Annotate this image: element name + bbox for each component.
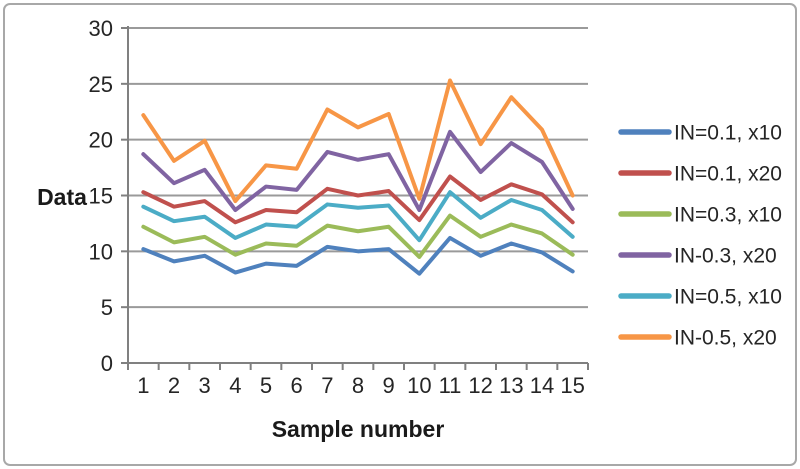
legend-entry-IN=0.1, x20: IN=0.1, x20: [618, 163, 782, 186]
series-lines: [141, 78, 575, 276]
series-line-5-IN=0.5, x10: [141, 190, 575, 243]
legend-label-IN=0.1, x20: IN=0.1, x20: [674, 163, 782, 186]
x-tick-label-1: 1: [137, 373, 149, 398]
x-tick-label-11: 11: [439, 373, 462, 398]
legend-entry-IN=0.3, x10: IN=0.3, x10: [618, 204, 782, 227]
y-tick-label-30: 30: [89, 16, 113, 41]
x-tick-label-15: 15: [560, 373, 584, 398]
y-tick-label-20: 20: [89, 128, 113, 153]
legend-entry-IN-0.5, x20: IN-0.5, x20: [618, 327, 777, 350]
legend-entry-IN-0.3, x20: IN-0.3, x20: [618, 245, 777, 268]
series-line-3-IN=0.3, x10: [141, 213, 575, 259]
x-tick-label-4: 4: [229, 373, 241, 398]
legend-label-IN=0.3, x10: IN=0.3, x10: [674, 204, 782, 227]
x-tick-label-2: 2: [168, 373, 180, 398]
y-tick-label-5: 5: [101, 295, 113, 320]
legend: IN=0.1, x10 IN=0.1, x20 IN=0.3, x10 IN-0.3,…: [618, 122, 782, 350]
y-axis-title: Data: [37, 184, 87, 210]
y-axis-tick-labels: 0 5 10 15 20 25 30: [89, 16, 113, 376]
x-tick-label-9: 9: [383, 373, 395, 398]
x-tick-label-5: 5: [260, 373, 272, 398]
x-tick-label-7: 7: [321, 373, 333, 398]
x-tick-label-14: 14: [530, 373, 554, 398]
legend-label-IN=0.5, x10: IN=0.5, x10: [674, 286, 782, 309]
series-line-2-IN=0.1, x20: [141, 174, 575, 225]
x-tick-label-8: 8: [352, 373, 364, 398]
series-line-4-IN-0.3, x20: [141, 129, 575, 213]
series-line-6-IN-0.5, x20: [141, 78, 575, 204]
x-axis-tick-labels: 1 2 3 4 5 6 7 8 9 10 11 12 13 14 15: [137, 373, 585, 398]
frame-border: [3, 3, 797, 466]
legend-label-IN-0.5, x20: IN-0.5, x20: [674, 327, 777, 350]
legend-label-IN-0.3, x20: IN-0.3, x20: [674, 245, 777, 268]
x-tick-label-6: 6: [291, 373, 303, 398]
gridlines: [128, 27, 588, 309]
y-tick-label-10: 10: [89, 239, 113, 264]
y-tick-label-0: 0: [101, 351, 113, 376]
legend-entry-IN=0.1, x10: IN=0.1, x10: [618, 122, 782, 145]
y-tick-label-25: 25: [89, 72, 113, 97]
legend-label-IN=0.1, x10: IN=0.1, x10: [674, 122, 782, 145]
legend-entry-IN=0.5, x10: IN=0.5, x10: [618, 286, 782, 309]
x-tick-label-13: 13: [499, 373, 523, 398]
series-line-1-IN=0.1, x10: [141, 235, 575, 276]
axes: [121, 26, 589, 370]
x-tick-label-10: 10: [407, 373, 431, 398]
y-tick-label-15: 15: [89, 184, 113, 209]
x-tick-label-3: 3: [199, 373, 211, 398]
x-axis-title: Sample number: [272, 416, 445, 442]
x-tick-label-12: 12: [468, 373, 492, 398]
